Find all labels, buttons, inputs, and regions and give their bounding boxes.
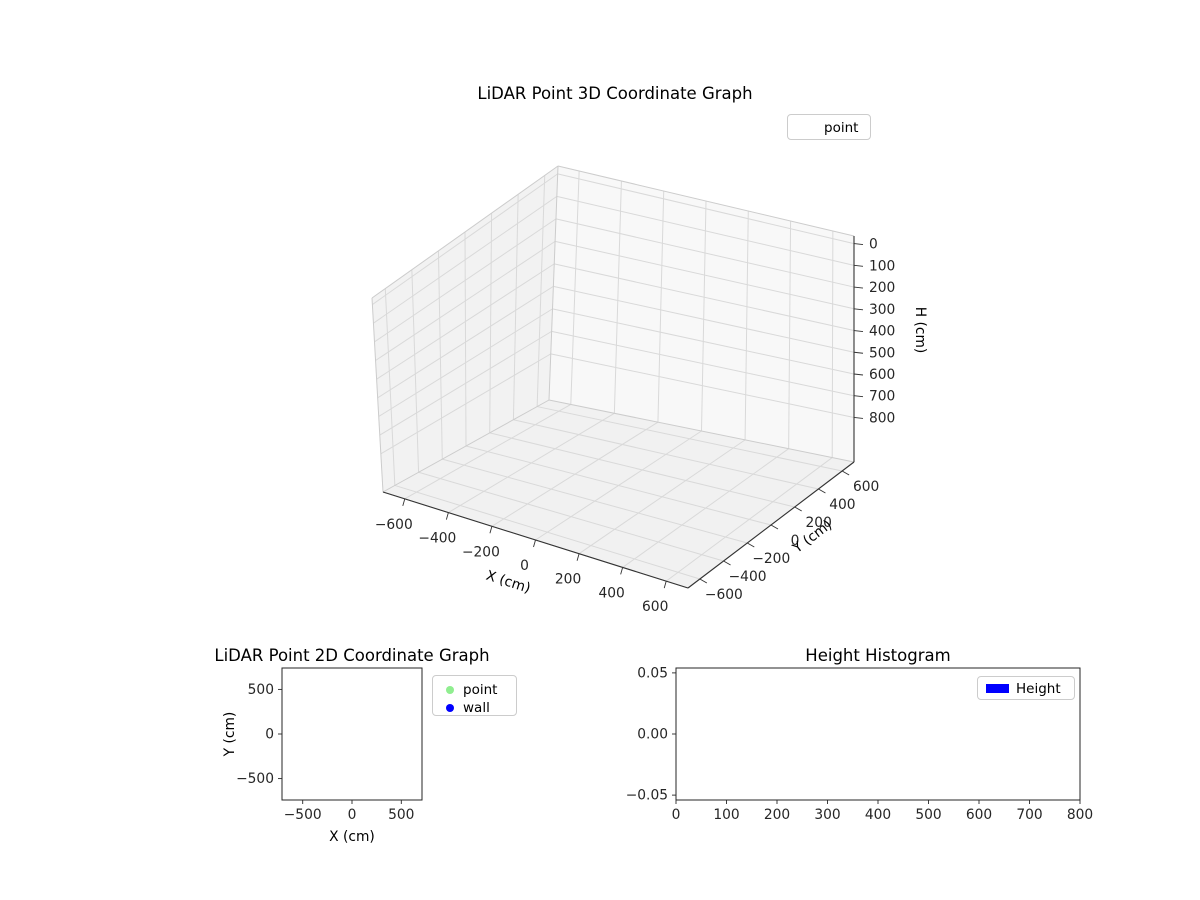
- plot3d-title: LiDAR Point 3D Coordinate Graph: [477, 84, 753, 103]
- svg-text:0: 0: [348, 807, 357, 823]
- svg-text:500: 500: [915, 807, 941, 823]
- plot3d-grid: [372, 170, 855, 582]
- svg-text:700: 700: [869, 389, 895, 405]
- svg-text:400: 400: [598, 585, 624, 601]
- svg-text:100: 100: [869, 258, 895, 274]
- svg-text:0.05: 0.05: [637, 665, 668, 681]
- legend-label-wall: wall: [463, 699, 490, 716]
- legend-label-point: point: [824, 119, 859, 136]
- svg-text:X (cm): X (cm): [329, 829, 375, 845]
- plot3d-panes: [372, 166, 854, 588]
- svg-text:600: 600: [642, 599, 668, 615]
- point-marker-blank: [798, 124, 818, 132]
- legend-label-height: Height: [1016, 680, 1061, 697]
- svg-text:0: 0: [869, 237, 878, 253]
- svg-text:−500: −500: [284, 807, 322, 823]
- histogram-legend: Height: [977, 676, 1075, 700]
- svg-text:200: 200: [764, 807, 790, 823]
- svg-text:200: 200: [555, 572, 581, 588]
- height-swatch-icon: [986, 684, 1009, 693]
- svg-text:400: 400: [865, 807, 891, 823]
- svg-text:−500: −500: [236, 771, 274, 787]
- svg-text:200: 200: [869, 280, 895, 296]
- svg-text:−600: −600: [705, 587, 743, 603]
- svg-text:800: 800: [1067, 807, 1093, 823]
- plot3d-tick-labels: −600−400−2000200400600−600−400−200020040…: [375, 237, 896, 616]
- svg-text:500: 500: [388, 807, 414, 823]
- legend-item-height: Height: [986, 680, 1066, 697]
- svg-text:600: 600: [869, 367, 895, 383]
- svg-text:800: 800: [869, 410, 895, 426]
- svg-text:600: 600: [853, 479, 879, 495]
- plot3d-legend: point: [787, 114, 871, 140]
- histogram-canvas: 0 100 200 300 400 500 600 700 800 0.05 0.00 −0.05: [626, 665, 1093, 823]
- plot3d-canvas: −600−400−2000200400600−600−400−200020040…: [371, 165, 928, 616]
- svg-text:400: 400: [869, 324, 895, 340]
- svg-text:0.00: 0.00: [637, 727, 668, 743]
- svg-text:500: 500: [869, 345, 895, 361]
- svg-text:Y (cm): Y (cm): [222, 712, 238, 758]
- plot2d-title: LiDAR Point 2D Coordinate Graph: [214, 646, 490, 665]
- histogram-title: Height Histogram: [805, 646, 951, 665]
- svg-text:300: 300: [814, 807, 840, 823]
- legend-item-point: point: [798, 119, 862, 136]
- svg-text:−200: −200: [752, 551, 790, 567]
- legend-item-wall: wall: [441, 699, 508, 716]
- svg-text:0: 0: [520, 558, 529, 574]
- wall-marker-icon: [446, 703, 454, 712]
- point-marker-icon: [446, 685, 454, 694]
- svg-text:600: 600: [966, 807, 992, 823]
- svg-text:100: 100: [713, 807, 739, 823]
- svg-text:H (cm): H (cm): [912, 307, 928, 354]
- legend-item-point: point: [441, 681, 508, 698]
- svg-text:200: 200: [806, 515, 832, 531]
- svg-text:300: 300: [869, 302, 895, 318]
- svg-text:−400: −400: [418, 531, 456, 547]
- svg-text:−0.05: −0.05: [626, 788, 668, 804]
- svg-text:400: 400: [829, 497, 855, 513]
- svg-text:−400: −400: [729, 569, 767, 585]
- plot2d-legend: point wall: [432, 675, 517, 716]
- legend-label-point: point: [463, 681, 498, 698]
- svg-text:0: 0: [265, 727, 274, 743]
- svg-text:700: 700: [1016, 807, 1042, 823]
- plot2d-canvas: −500 0 500 500 0 −500 X (cm) Y (cm): [222, 667, 423, 845]
- svg-text:−200: −200: [462, 544, 500, 560]
- svg-text:0: 0: [672, 807, 681, 823]
- svg-text:−600: −600: [375, 517, 413, 533]
- svg-text:500: 500: [248, 682, 274, 698]
- svg-text:0: 0: [791, 533, 800, 549]
